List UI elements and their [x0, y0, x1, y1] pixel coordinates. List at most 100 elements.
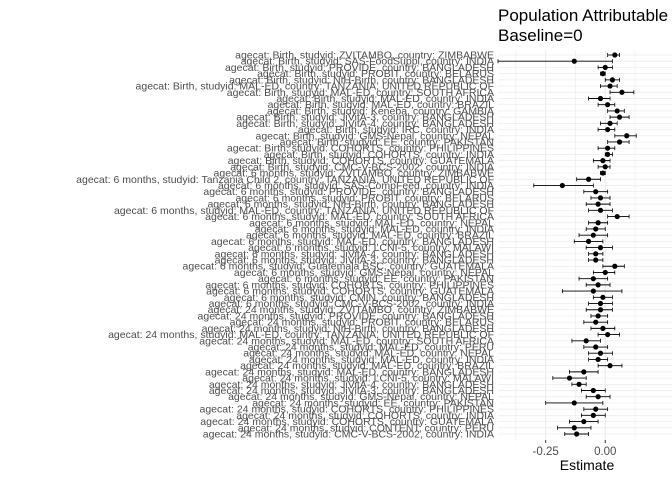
- category-label: agecat: 6 months, studyid: MAL-ED, count…: [205, 211, 494, 223]
- estimate-point: [593, 189, 599, 195]
- estimate-point: [595, 282, 601, 288]
- category-label: agecat: 6 months, studyid: MAL-ED, count…: [255, 223, 494, 235]
- category-label: agecat: 6 months, studyid: COHORTS, coun…: [206, 286, 494, 298]
- estimate-point: [600, 325, 606, 331]
- category-label: agecat: 24 months, studyid: COHORTS, cou…: [199, 404, 494, 416]
- category-label: agecat: Birth, studyid: IRC, country: IN…: [298, 124, 494, 136]
- category-label: agecat: Birth, studyid: JiVitA-4, countr…: [236, 118, 494, 130]
- category-label: agecat: 24 months, studyid: MAL-ED, coun…: [199, 335, 494, 347]
- category-label: agecat: Birth, studyid: EE, country: PAK…: [280, 136, 494, 148]
- category-label: agecat: 6 months, studyid: Guatemala BSC…: [183, 261, 494, 273]
- chart-title: Population Attributable: [498, 6, 668, 25]
- category-label: agecat: Birth, studyid: PROBIT, country:…: [257, 68, 494, 80]
- category-label: agecat: 6 months, studyid: MAL-ED, count…: [211, 236, 494, 248]
- category-label: agecat: 24 months, studyid: GMS-Nepal, c…: [228, 391, 494, 403]
- estimate-point: [624, 133, 630, 139]
- category-label: agecat: 6 months, studyid: GMS-Nepal, co…: [234, 267, 494, 279]
- category-label: agecat: 6 months, studyid: JiVitA-3, cou…: [215, 255, 494, 267]
- estimate-point: [593, 319, 599, 325]
- estimate-point: [605, 145, 611, 151]
- estimate-point: [614, 108, 620, 114]
- category-label: agecat: 24 months, studyid: MAL-ED, coun…: [243, 348, 494, 360]
- category-label: agecat: Birth, studyid: CMC-V-BCS-2002, …: [230, 161, 494, 173]
- estimate-point: [597, 300, 604, 307]
- category-label: agecat: 24 months, studyid: EE, country:…: [252, 397, 494, 409]
- estimate-point: [559, 182, 565, 189]
- x-tick-label: 0.00: [594, 446, 616, 458]
- estimate-point: [593, 251, 599, 257]
- gridlines: [498, 51, 672, 440]
- category-label: agecat: 6 months, studyid: NIH-Birth, co…: [207, 199, 494, 211]
- x-tick-label: -0.25: [533, 446, 559, 458]
- estimate-point: [597, 195, 604, 201]
- estimate-point: [602, 64, 608, 71]
- category-label: agecat: Birth, studyid: GMS-Nepal, count…: [256, 130, 495, 142]
- category-label: agecat: Birth, studyid: NIH-Birth, count…: [229, 74, 494, 86]
- estimate-point: [581, 418, 587, 425]
- category-label: agecat: 6 months, studyid: SAS-CompFeed,…: [218, 180, 494, 192]
- category-label: agecat: Birth, studyid: MAL-ED, country:…: [268, 99, 495, 111]
- estimate-point: [612, 52, 618, 58]
- category-label: agecat: 24 months, studyid: COHORTS, cou…: [200, 416, 494, 428]
- category-label: agecat: 6 months, studyid: PROVIDE, coun…: [203, 186, 494, 198]
- category-label: agecat: 6 months, studyid: EE, country: …: [258, 273, 494, 285]
- estimate-point: [574, 431, 580, 437]
- estimate-point: [614, 213, 620, 220]
- category-label: agecat: 24 months, studyid: MAL-ED, coun…: [240, 360, 494, 372]
- estimate-point: [585, 176, 592, 182]
- category-label: agecat: Birth, studyid: COHORTS, country…: [264, 149, 494, 161]
- estimate-point: [605, 331, 611, 338]
- category-label: agecat: 6 months, studyid: MAL-ED, count…: [249, 217, 494, 229]
- category-label: agecat: Birth, studyid: SAS-FoodSuppl, c…: [241, 56, 494, 68]
- estimate-point: [590, 288, 596, 294]
- category-label: agecat: Birth, studyid: MAL-ED, country:…: [227, 87, 494, 99]
- estimate-point: [595, 201, 601, 207]
- category-label: agecat: 6 months, studyid: COHORTS, coun…: [205, 279, 494, 291]
- category-label: agecat: Birth, studyid: MAL-ED, country:…: [276, 93, 494, 105]
- estimate-point: [612, 263, 618, 269]
- estimate-point: [597, 95, 604, 102]
- estimate-point: [597, 350, 604, 356]
- category-label: agecat: Birth, studyid: Keneba, country:…: [267, 105, 494, 117]
- category-label: agecat: 24 months, studyid: MAL-ED, coun…: [108, 329, 494, 341]
- category-label: agecat: 24 months, studyid: MAL-ED, coun…: [248, 342, 494, 354]
- estimate-point: [600, 71, 606, 77]
- estimate-point: [571, 400, 577, 406]
- estimate-point: [600, 158, 606, 164]
- category-label: agecat: Birth, studyid: MAL-ED, country:…: [136, 81, 494, 93]
- category-label: agecat: 24 months, studyid: PROBIT, coun…: [230, 317, 494, 329]
- estimate-point: [607, 83, 613, 89]
- category-label: agecat: 24 months, studyid: PROVIDE, cou…: [198, 310, 494, 322]
- estimate-point: [609, 77, 616, 83]
- estimate-point: [607, 120, 613, 126]
- estimate-point: [576, 381, 582, 387]
- category-label: agecat: 6 months, studyid: CMC-V-BCS-200…: [209, 298, 494, 310]
- estimate-point: [590, 232, 596, 238]
- category-label: agecat: 24 months, studyid: CONTENT, cou…: [238, 422, 494, 434]
- estimate-point: [597, 245, 604, 251]
- estimate-point: [590, 387, 596, 394]
- estimate-point: [616, 139, 623, 145]
- estimate-point: [581, 369, 587, 375]
- category-label: agecat: Birth, studyid: JiVitA-3, countr…: [236, 112, 494, 124]
- category-label: agecat: 6 months, studyid: LCNI-5, count…: [248, 242, 494, 254]
- estimate-point: [566, 375, 573, 381]
- estimate-point: [602, 269, 608, 276]
- category-label: agecat: 24 months, studyid: MAL-ED, coun…: [249, 354, 494, 366]
- category-label: agecat: 6 months, studyid: PROBIT, count…: [235, 192, 494, 204]
- category-labels: agecat: Birth, studyid: ZVITAMBO, countr…: [76, 50, 494, 441]
- estimate-point: [619, 89, 625, 95]
- estimate-point: [605, 151, 611, 158]
- estimate-point: [595, 220, 601, 226]
- category-label: agecat: 6 months, studyid: ZVITAMBO, cou…: [214, 168, 494, 180]
- estimate-point: [590, 412, 596, 418]
- category-label: agecat: 24 months, studyid: JiVitA-3, co…: [209, 385, 494, 397]
- data-marks: [497, 52, 637, 437]
- category-label: agecat: 6 months, studyid: MAL-ED, count…: [246, 230, 494, 242]
- estimate-point: [595, 394, 601, 400]
- category-label: agecat: Birth, studyid: COHORTS, country…: [227, 143, 494, 155]
- estimate-point: [595, 313, 601, 319]
- estimate-point: [607, 363, 613, 369]
- category-label: agecat: 24 months, studyid: MAL-ED, coun…: [205, 366, 494, 378]
- category-label: agecat: Birth, studyid: PROVIDE, country…: [225, 62, 494, 74]
